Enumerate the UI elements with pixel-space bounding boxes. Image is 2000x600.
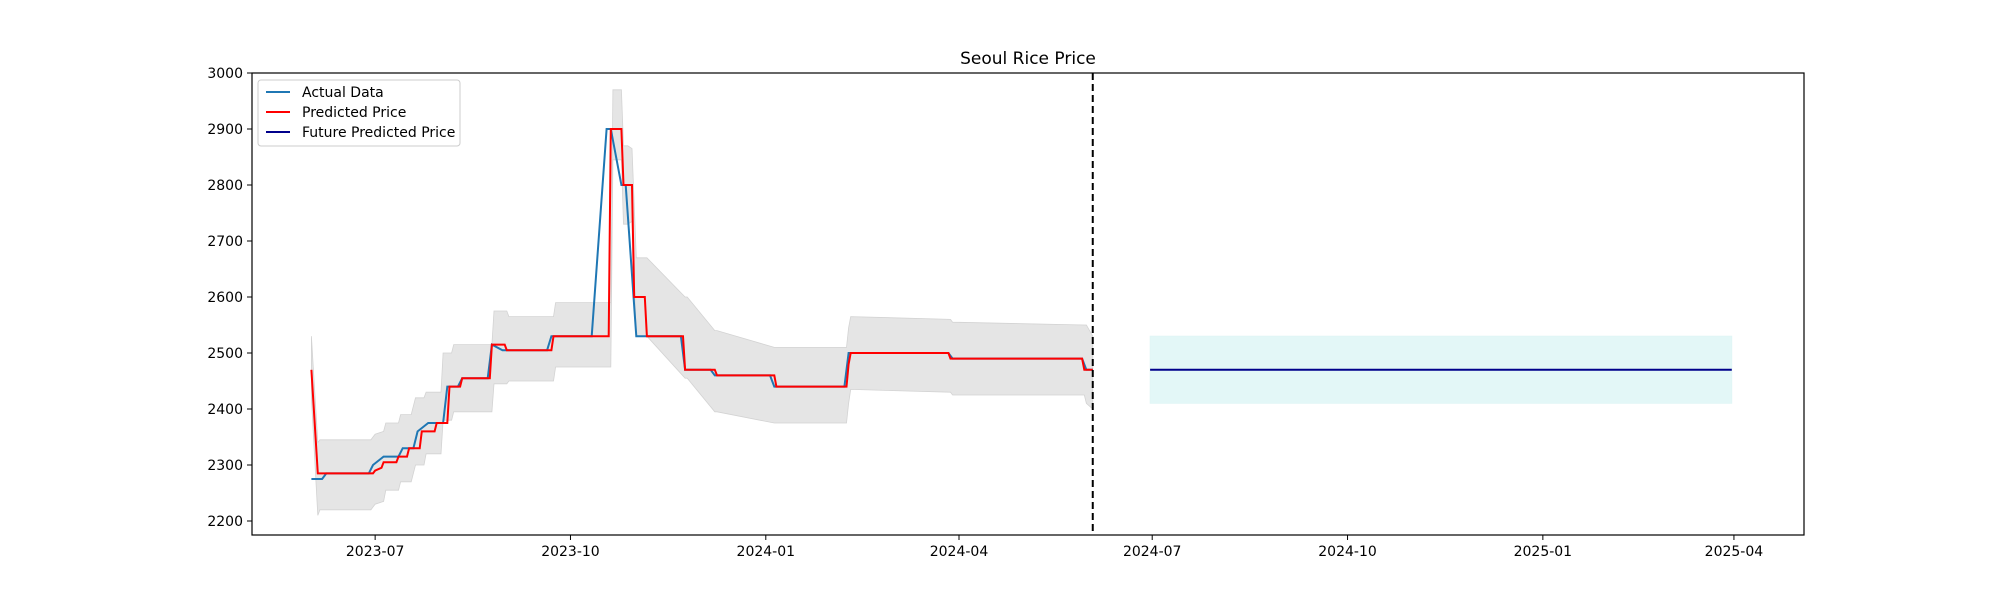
- x-axis: 2023-07 2023-10 2024-01 2024-04 2024-07 2024-…: [346, 535, 1763, 560]
- y-tick-label: 2300: [207, 458, 243, 474]
- y-tick-label: 2600: [207, 290, 243, 306]
- chart-title: Seoul Rice Price: [960, 49, 1096, 69]
- legend-label-predicted: Predicted Price: [302, 105, 406, 121]
- x-tick-label: 2023-10: [541, 544, 600, 560]
- legend-label-actual: Actual Data: [302, 85, 384, 101]
- y-tick-label: 2400: [207, 402, 243, 418]
- legend-label-future: Future Predicted Price: [302, 125, 455, 141]
- y-tick-label: 2200: [207, 514, 243, 530]
- x-tick-label: 2024-10: [1318, 544, 1377, 560]
- plot-frame: [251, 72, 1805, 536]
- prediction-confidence-band: [310, 89, 1094, 516]
- legend: Actual Data Predicted Price Future Predi…: [257, 79, 461, 147]
- x-tick-label: 2024-04: [930, 544, 989, 560]
- x-tick-label: 2025-04: [1705, 544, 1764, 560]
- confidence-bands: [310, 89, 1733, 516]
- y-tick-label: 2500: [207, 346, 243, 362]
- y-tick-label: 2900: [207, 122, 243, 138]
- x-tick-label: 2023-07: [346, 544, 405, 560]
- y-tick-label: 3000: [207, 66, 243, 82]
- legend-box: [257, 79, 461, 147]
- series-lines: [310, 128, 1732, 480]
- predicted-price-line: [310, 128, 1093, 475]
- y-tick-label: 2700: [207, 234, 243, 250]
- x-tick-label: 2024-07: [1123, 544, 1182, 560]
- y-tick-label: 2800: [207, 178, 243, 194]
- y-axis: 2200 2300 2400 2500 2600 2700 2800 2900 3000: [207, 66, 252, 530]
- x-tick-label: 2024-01: [737, 544, 796, 560]
- x-tick-label: 2025-01: [1514, 544, 1573, 560]
